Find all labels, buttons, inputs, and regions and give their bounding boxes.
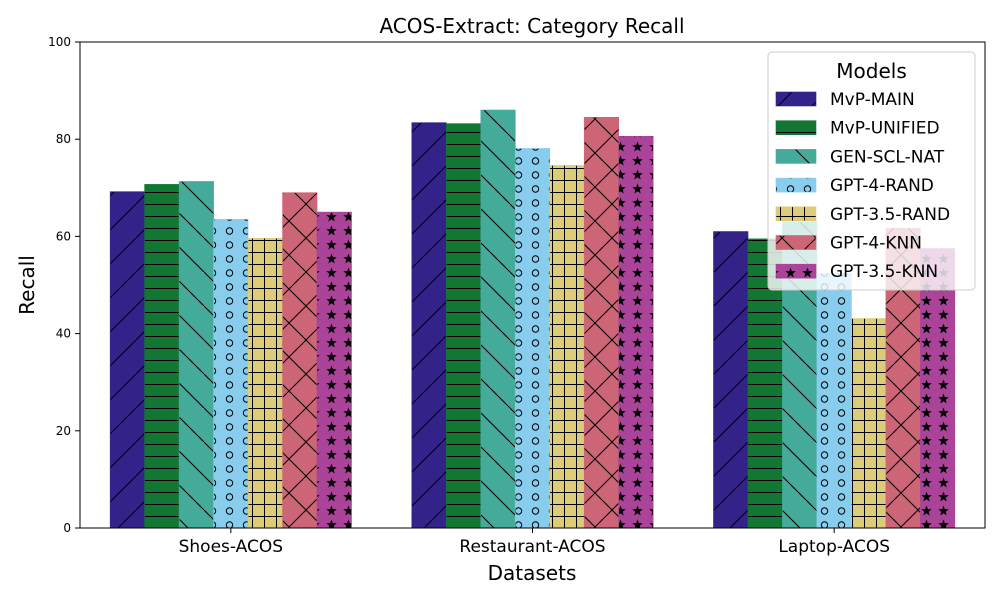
x-axis-label: Datasets [488, 561, 577, 585]
y-tick-label: 20 [56, 424, 71, 438]
bar-gpt-4-rand-restaurant-acos [514, 148, 551, 529]
legend-entry-label: GEN-SCL-NAT [830, 147, 945, 167]
x-tick-label: Shoes-ACOS [179, 537, 283, 557]
legend-swatch [775, 120, 817, 135]
legend-entry-label: MvP-UNIFIED [830, 119, 940, 139]
y-tick-label: 100 [48, 35, 71, 49]
x-tick-label: Laptop-ACOS [778, 537, 890, 557]
bar-mvp-main-laptop-acos [713, 231, 749, 529]
y-tick-label: 0 [63, 521, 71, 535]
bars-layer [109, 109, 956, 529]
y-axis-label: Recall [15, 255, 39, 315]
y-tick-label: 80 [56, 132, 71, 146]
x-axis: Shoes-ACOS Restaurant-ACOS Laptop-ACOS [179, 528, 890, 557]
bar-gpt-3-5-rand-restaurant-acos [549, 165, 585, 529]
chart-title: ACOS-Extract: Category Recall [379, 14, 684, 38]
legend-entry-label: GPT-3.5-RAND [830, 205, 950, 225]
y-axis: 0 20 40 60 80 100 [48, 35, 80, 535]
bar-gen-scl-nat-restaurant-acos [480, 109, 516, 529]
bar-gpt-4-rand-shoes-acos [213, 219, 249, 529]
bar-gpt-3-5-rand-laptop-acos [851, 318, 887, 529]
bar-gpt-4-rand-laptop-acos [816, 273, 852, 529]
legend-entry-label: GPT-4-KNN [830, 234, 922, 254]
x-tick-label: Restaurant-ACOS [459, 537, 605, 557]
legend-entry-label: MvP-MAIN [830, 90, 915, 110]
legend-swatch [775, 263, 817, 279]
legend-swatch [775, 206, 817, 222]
legend-entry-label: GPT-4-RAND [830, 176, 934, 196]
bar-mvp-unified-shoes-acos [144, 184, 180, 529]
legend: Models MvP-MAIN MvP-UNIFIED GEN-SCL-NAT GPT-… [767, 51, 976, 291]
bar-gen-scl-nat-shoes-acos [178, 181, 214, 529]
y-tick-label: 60 [56, 229, 71, 243]
bar-mvp-main-restaurant-acos [411, 122, 447, 529]
legend-entry-label: GPT-3.5-KNN [830, 262, 938, 282]
bar-mvp-unified-restaurant-acos [446, 123, 482, 529]
legend-swatch [775, 149, 817, 164]
y-tick-label: 40 [56, 327, 71, 341]
bar-gpt-3-5-knn-shoes-acos [316, 211, 352, 529]
bar-gpt-4-knn-restaurant-acos [583, 117, 619, 529]
legend-swatch [775, 91, 817, 107]
legend-box [767, 51, 976, 291]
bar-gpt-3-5-knn-laptop-acos [920, 248, 956, 529]
legend-title: Models [836, 59, 906, 83]
legend-swatch [775, 177, 817, 193]
bar-gpt-4-knn-shoes-acos [282, 192, 318, 529]
bar-gpt-3-5-knn-restaurant-acos [618, 135, 654, 529]
bar-gpt-3-5-rand-shoes-acos [247, 238, 283, 529]
legend-swatch [775, 235, 817, 250]
bar-mvp-main-shoes-acos [109, 191, 145, 529]
